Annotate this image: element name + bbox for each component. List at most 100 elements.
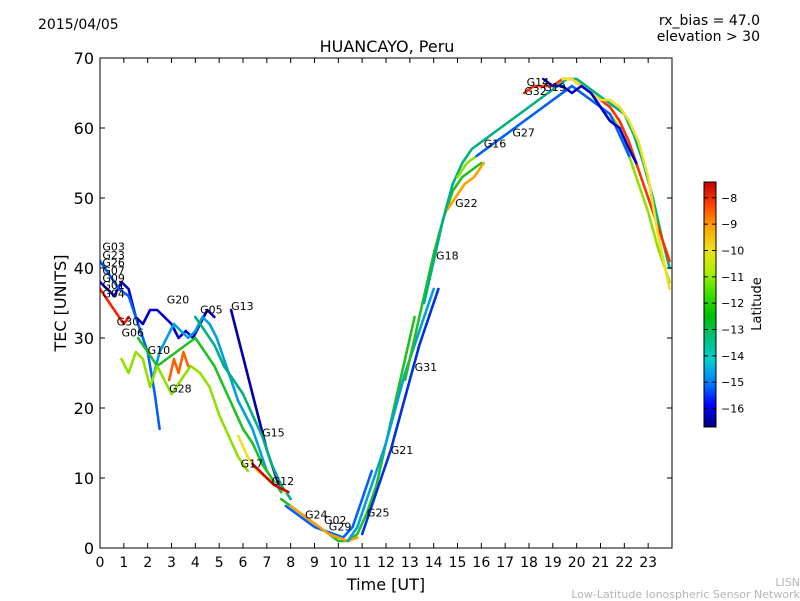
- y-tick-label: 40: [74, 259, 94, 278]
- satellite-label-g13: G13: [231, 300, 254, 313]
- x-tick-label: 20: [568, 555, 586, 571]
- x-tick-label: 21: [592, 555, 610, 571]
- tec-series-4: [151, 315, 269, 473]
- satellite-label-g18: G18: [436, 250, 459, 263]
- tec-series-10: [100, 287, 130, 326]
- x-tick-label: 13: [401, 555, 419, 571]
- colorbar: −8 −9 −10 −11 −12 −13 −14 −15 −16 Latitude: [703, 181, 765, 428]
- satellite-label-g22: G22: [455, 197, 478, 210]
- satellite-label-g10: G10: [148, 344, 171, 357]
- tec-series-13: [279, 315, 416, 543]
- satellite-label-g05: G05: [200, 304, 223, 317]
- credit-long: Low-Latitude Ionospheric Sensor Network: [571, 588, 800, 601]
- satellite-label-g19: G19: [543, 81, 566, 94]
- tec-series-16: [360, 287, 440, 536]
- colorbar-gradient: [703, 181, 717, 428]
- colorbar-tick-label: −9: [721, 218, 737, 231]
- y-tick-label: 10: [74, 469, 94, 488]
- elevation-note: elevation > 30: [656, 29, 760, 45]
- satellite-label-g20: G20: [167, 294, 190, 307]
- x-tick-label: 9: [310, 555, 319, 571]
- satellite-label-g02: G02: [324, 514, 347, 527]
- tec-series-1: [100, 280, 216, 340]
- tec-series-6: [136, 336, 283, 494]
- satellite-label-g31: G31: [415, 361, 438, 374]
- x-tick-label: 8: [286, 555, 295, 571]
- y-axis-label: TEC [UNITS]: [51, 255, 70, 353]
- satellite-label-g26: G26: [102, 257, 125, 270]
- tec-series-17: [403, 161, 483, 382]
- tec-series-15: [346, 287, 436, 543]
- y-axis: 0 10 20 30 40 50 60 70: [74, 49, 672, 558]
- satellite-label-g07: G07: [102, 264, 125, 277]
- rx-bias-note: rx_bias = 47.0: [658, 13, 760, 29]
- x-tick-label: 6: [239, 555, 248, 571]
- satellite-label-g17: G17: [241, 458, 264, 471]
- x-tick-label: 23: [639, 555, 657, 571]
- satellite-label-g25: G25: [367, 507, 390, 520]
- x-tick-label: 18: [520, 555, 538, 571]
- credit-short: LISN: [775, 576, 800, 589]
- x-tick-label: 7: [262, 555, 271, 571]
- chart-title: HUANCAYO, Peru: [0, 37, 800, 56]
- satellite-label-g23: G23: [102, 249, 125, 262]
- date-label: 2015/04/05: [38, 17, 119, 33]
- x-tick-label: 17: [496, 555, 514, 571]
- satellite-label-g27: G27: [512, 126, 535, 139]
- tec-series-7: [120, 350, 250, 473]
- y-tick-label: 30: [74, 329, 94, 348]
- tec-series-21: [475, 84, 631, 158]
- tec-series-18: [444, 161, 486, 214]
- tec-series-14: [289, 504, 359, 543]
- x-tick-label: 16: [472, 555, 490, 571]
- satellite-label-g06: G06: [121, 327, 144, 340]
- colorbar-tick-label: −15: [721, 376, 744, 389]
- colorbar-tick-label: −11: [721, 271, 744, 284]
- x-tick-label: 19: [544, 555, 562, 571]
- tec-series-24: [541, 77, 638, 165]
- x-tick-label: 5: [215, 555, 224, 571]
- satellite-label-g29: G29: [329, 521, 352, 534]
- satellite-label-g32: G32: [524, 85, 547, 98]
- satellite-label-g21: G21: [391, 444, 414, 457]
- tec-series-23: [561, 77, 671, 291]
- satellite-label-g15: G15: [262, 427, 285, 440]
- x-tick-label: 12: [377, 555, 395, 571]
- satellite-label-g14: G14: [527, 76, 550, 89]
- x-tick-label: 14: [425, 555, 443, 571]
- tec-series-3: [100, 259, 161, 431]
- x-tick-label: 4: [191, 555, 200, 571]
- x-tick-label: 22: [615, 555, 633, 571]
- colorbar-tick-label: −12: [721, 297, 744, 310]
- colorbar-tick-label: −10: [721, 244, 744, 257]
- satellite-label-g24: G24: [305, 509, 328, 522]
- satellite-label-g09: G09: [102, 272, 125, 285]
- tec-series-20: [456, 84, 671, 284]
- x-tick-label: 11: [353, 555, 371, 571]
- x-tick-label: 0: [96, 555, 105, 571]
- colorbar-tick-label: −14: [721, 350, 744, 363]
- tec-series-9: [167, 350, 190, 382]
- series-layer: [100, 77, 671, 543]
- satellite-label-g28: G28: [169, 383, 192, 396]
- y-tick-label: 0: [84, 539, 94, 558]
- chart-title-text: HUANCAYO, Peru: [319, 37, 455, 56]
- satellite-label-g16: G16: [484, 138, 507, 151]
- colorbar-ticks: −8 −9 −10 −11 −12 −13 −14 −15 −16: [704, 192, 744, 416]
- tec-series-11: [251, 462, 290, 494]
- x-tick-label: 2: [143, 555, 152, 571]
- tec-series-19: [422, 77, 671, 305]
- x-tick-label: 1: [119, 555, 128, 571]
- x-tick-label: 15: [449, 555, 467, 571]
- satellite-label-g03: G03: [102, 241, 125, 254]
- y-tick-label: 20: [74, 399, 94, 418]
- colorbar-tick-label: −13: [721, 324, 744, 337]
- satellite-label-g12: G12: [272, 475, 295, 488]
- x-tick-label: 10: [329, 555, 347, 571]
- x-tick-label: 3: [167, 555, 176, 571]
- colorbar-label: Latitude: [750, 277, 765, 331]
- satellite-label-g01: G01: [102, 279, 125, 292]
- y-tick-label: 50: [74, 189, 94, 208]
